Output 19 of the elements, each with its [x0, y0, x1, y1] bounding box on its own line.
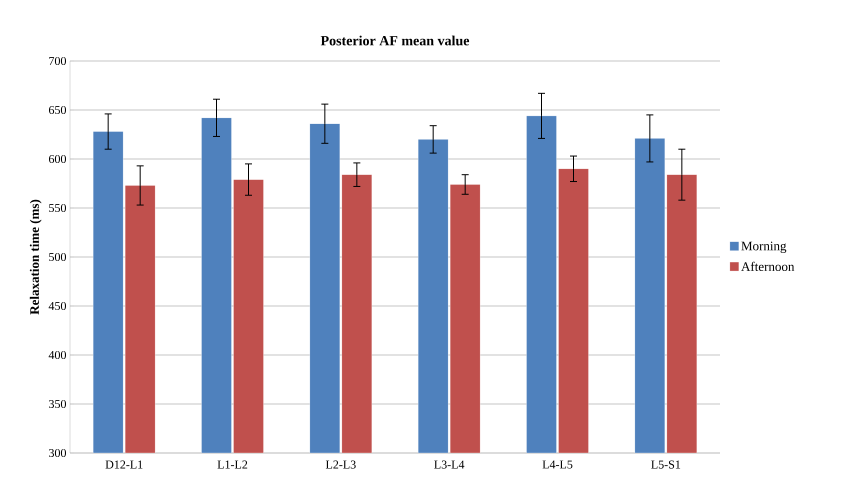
y-tick-label: 400: [48, 350, 66, 360]
y-tick-label: 500: [49, 252, 66, 262]
y-tick-label: 650: [48, 106, 66, 114]
y-axis-title: Relaxation time (ms): [30, 200, 42, 315]
x-tick-label: L5-S1: [651, 460, 680, 469]
x-tick-label: D12-L1: [106, 460, 142, 468]
y-tick-label: 600: [48, 154, 66, 164]
y-tick-label: 550: [49, 204, 66, 212]
x-tick-label: L3-L4: [434, 460, 464, 469]
y-tick-label: 300: [49, 448, 66, 458]
y-tick-label: 700: [49, 56, 66, 66]
y-tick-label: 450: [48, 302, 66, 310]
legend-label: Afternoon: [741, 262, 794, 271]
y-tick-label: 350: [49, 400, 66, 408]
legend-label: Morning: [741, 242, 786, 254]
x-tick-label: L1-L2: [218, 460, 248, 468]
x-tick-label: L4-L5: [542, 460, 572, 469]
chart-title: Posterior AF mean value: [320, 36, 470, 46]
x-tick-label: L2-L3: [326, 460, 356, 469]
